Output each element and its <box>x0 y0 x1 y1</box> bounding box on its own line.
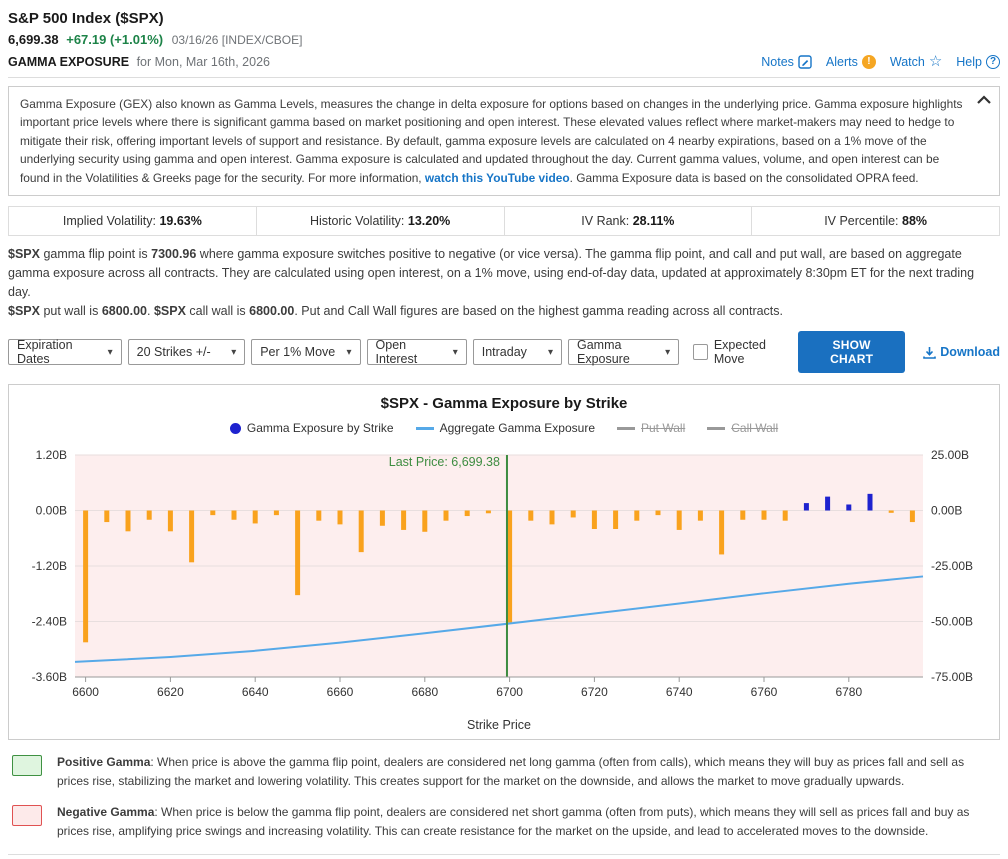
legend-line-icon <box>415 426 434 430</box>
svg-text:25.00B: 25.00B <box>931 448 969 462</box>
youtube-video-link[interactable]: watch this YouTube video <box>424 170 570 185</box>
legend-item-aggregate-gamma-exposure[interactable]: Aggregate Gamma Exposure <box>415 421 595 435</box>
help-link[interactable]: Help ? <box>956 54 1000 69</box>
caret-down-icon: ▾ <box>452 346 458 358</box>
svg-text:6680: 6680 <box>411 685 438 699</box>
header-divider <box>8 77 1000 78</box>
svg-text:6640: 6640 <box>242 685 269 699</box>
svg-text:-1.20B: -1.20B <box>32 559 67 573</box>
legend-item-gamma-exposure-by-strike[interactable]: Gamma Exposure by Strike <box>229 421 394 435</box>
legend-dot-icon <box>229 422 241 434</box>
header: S&P 500 Index ($SPX) 6,699.38 +67.19 (+1… <box>8 8 1000 78</box>
caret-down-icon: ▾ <box>547 346 553 358</box>
svg-text:0.00B: 0.00B <box>36 504 67 518</box>
svg-text:6780: 6780 <box>835 685 862 699</box>
svg-text:0.00B: 0.00B <box>931 504 962 518</box>
chart-legend: Gamma Exposure by Strike Aggregate Gamma … <box>11 421 997 435</box>
gamma-exposure-chart: $SPX - Gamma Exposure by Strike Gamma Ex… <box>8 384 1000 741</box>
watch-link[interactable]: Watch ☆ <box>889 53 943 70</box>
expected-move-label: Expected Move <box>713 338 766 367</box>
gex-description: Gamma Exposure (GEX) also known as Gamma… <box>8 86 1000 197</box>
gamma-explanations: Positive Gamma: When price is above the … <box>8 753 1000 855</box>
move-select[interactable]: Per 1% Move ▾ <box>251 339 361 366</box>
svg-text:-50.00B: -50.00B <box>931 615 973 629</box>
gamma-exposure-plot[interactable]: 1.20B 25.00B 0.00B 0.00B -1.20B -25.00B -2.40B… <box>11 439 997 735</box>
svg-text:6720: 6720 <box>581 685 608 699</box>
intraday-select[interactable]: Intraday ▾ <box>472 339 562 366</box>
download-icon <box>923 346 937 359</box>
exposure-type-select[interactable]: Gamma Exposure ▾ <box>567 338 680 366</box>
svg-text:-75.00B: -75.00B <box>931 670 973 684</box>
svg-text:Strike Price: Strike Price <box>467 718 531 732</box>
svg-text:6660: 6660 <box>327 685 354 699</box>
chart-controls: Expiration Dates ▾ 20 Strikes +/- ▾ Per 1%… <box>8 331 1000 374</box>
caret-down-icon: ▾ <box>346 346 352 358</box>
notes-edit-icon <box>798 54 812 69</box>
svg-text:-2.40B: -2.40B <box>32 615 67 629</box>
negative-gamma-swatch <box>12 805 42 827</box>
positive-gamma-explanation: Positive Gamma: When price is above the … <box>12 753 996 790</box>
stat-iv-percentile: IV Percentile: 88% <box>824 214 928 229</box>
gamma-flip-info: $SPX gamma flip point is 7300.96 where g… <box>8 245 1000 320</box>
svg-text:6620: 6620 <box>157 685 184 699</box>
svg-text:6740: 6740 <box>666 685 693 699</box>
svg-text:-25.00B: -25.00B <box>931 559 973 573</box>
star-icon: ☆ <box>928 53 943 70</box>
section-sublabel: for Mon, Mar 16th, 2026 <box>136 54 270 69</box>
notes-link[interactable]: Notes <box>761 55 812 69</box>
svg-text:Last Price: 6,699.38: Last Price: 6,699.38 <box>389 455 500 469</box>
expected-move-checkbox[interactable] <box>693 344 708 361</box>
legend-item-call-wall[interactable]: Call Wall <box>707 421 778 435</box>
stat-iv-rank: IV Rank: 28.11% <box>505 207 753 236</box>
stat-implied-volatility: Implied Volatility: 19.63% <box>9 207 257 236</box>
download-link[interactable]: Download <box>923 345 1000 359</box>
collapse-chevron-icon[interactable] <box>977 95 991 105</box>
svg-text:6700: 6700 <box>496 685 523 699</box>
header-links: Notes Alerts ! Watch ☆ Help ? <box>761 54 1000 69</box>
chart-title: $SPX - Gamma Exposure by Strike <box>380 395 628 413</box>
flip-point-paragraph: $SPX gamma flip point is 7300.96 where g… <box>8 247 975 299</box>
alert-icon: ! <box>861 54 876 69</box>
show-chart-button[interactable]: SHOW CHART <box>797 331 906 374</box>
last-price: 6,699.38 <box>8 32 59 47</box>
section-label: GAMMA EXPOSURE for Mon, Mar 16th, 2026 <box>8 54 270 69</box>
legend-item-put-wall[interactable]: Put Wall <box>617 421 685 435</box>
positive-gamma-swatch <box>12 755 42 777</box>
open-interest-select[interactable]: Open Interest ▾ <box>366 338 467 366</box>
expiration-dates-dropdown[interactable]: Expiration Dates ▾ <box>8 338 122 366</box>
price-change: +67.19 (+1.01%) <box>66 32 164 47</box>
description-text: Gamma Exposure (GEX) also known as Gamma… <box>20 97 963 185</box>
bottom-divider <box>8 853 1000 855</box>
page-title: S&P 500 Index ($SPX) <box>8 10 164 27</box>
strikes-select[interactable]: 20 Strikes +/- ▾ <box>127 339 246 366</box>
legend-line-icon <box>707 426 726 430</box>
price-row: 6,699.38 +67.19 (+1.01%) 03/16/26 [INDEX… <box>8 32 1000 47</box>
caret-down-icon: ▾ <box>231 346 237 358</box>
svg-text:-3.60B: -3.60B <box>32 670 67 684</box>
caret-down-icon: ▾ <box>107 346 113 358</box>
svg-text:6760: 6760 <box>751 685 778 699</box>
negative-gamma-explanation: Negative Gamma: When price is below the … <box>12 803 996 840</box>
svg-text:1.20B: 1.20B <box>36 448 67 462</box>
quote-date: 03/16/26 [INDEX/CBOE] <box>171 33 303 47</box>
legend-line-icon <box>617 426 635 430</box>
svg-text:6600: 6600 <box>72 685 99 699</box>
help-icon: ? <box>986 54 1000 69</box>
caret-down-icon: ▾ <box>665 346 671 358</box>
walls-paragraph: $SPX put wall is 6800.00. $SPX call wall… <box>8 303 784 318</box>
stat-historic-volatility: Historic Volatility: 13.20% <box>257 207 505 236</box>
volatility-stats-bar: Implied Volatility: 19.63% Historic Vola… <box>8 206 1000 237</box>
alerts-link[interactable]: Alerts ! <box>826 54 876 69</box>
